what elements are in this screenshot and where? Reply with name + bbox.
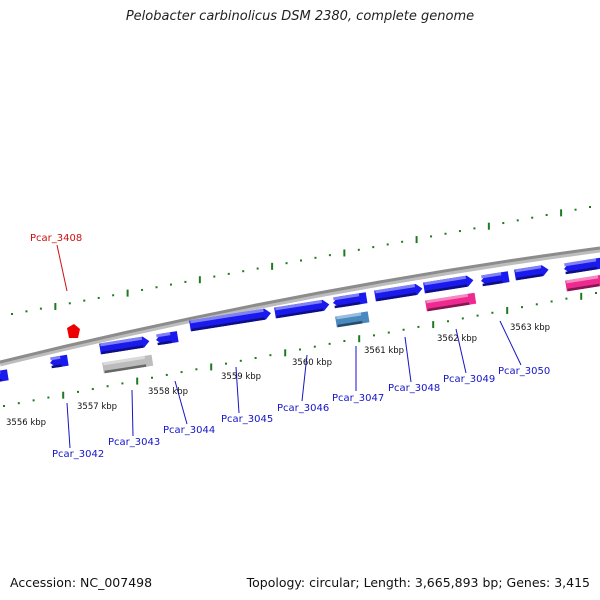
gene-arrow-shadow: [567, 283, 600, 292]
label-leader-line: [174, 380, 188, 425]
gene-arrow-body: [189, 308, 271, 332]
gene-arrow-highlight: [333, 293, 360, 301]
gene-label[interactable]: Pcar_3046: [277, 403, 329, 414]
scale-label: 3563 kbp: [510, 323, 550, 333]
gene-label[interactable]: Pcar_3042: [52, 449, 104, 460]
inner-scale-ticks: [3, 292, 597, 407]
gene-arrow-highlight: [564, 258, 597, 267]
gene-arrow-shadow: [51, 364, 62, 369]
gene-arrow[interactable]: [423, 275, 474, 294]
gene-arrow-highlight: [103, 355, 146, 366]
label-leader-line: [404, 336, 412, 383]
gene-arrow[interactable]: [514, 264, 549, 281]
gene-label[interactable]: Pcar_3047: [332, 393, 384, 404]
gene-arrow-highlight: [424, 275, 467, 286]
gene-arrow-highlight: [336, 312, 362, 320]
gene-arrow[interactable]: [49, 354, 69, 369]
gene-arrow-body: [374, 283, 423, 302]
label-leader-line: [301, 354, 308, 402]
scale-label: 3558 kbp: [148, 387, 188, 397]
gene-arrow-shadow: [104, 364, 147, 374]
gene-label[interactable]: Pcar_3043: [108, 437, 160, 448]
gene-arrow[interactable]: [274, 299, 330, 319]
gene-arrow[interactable]: [374, 283, 423, 302]
gene-label[interactable]: Pcar_3050: [498, 366, 550, 377]
gene-arrow[interactable]: [99, 336, 150, 355]
gene-arrow-highlight: [426, 293, 469, 304]
gene-arrow-shadow: [191, 317, 265, 332]
gene-arrow-shadow: [276, 308, 324, 319]
gene-label[interactable]: Pcar_3045: [221, 414, 273, 425]
map-title: Pelobacter carbinolicus DSM 2380, comple…: [125, 9, 475, 24]
genome-backbone-shadow: [0, 247, 600, 367]
genome-backbone: [0, 246, 600, 364]
label-leader-line: [455, 328, 467, 374]
gene-arrow-body: [423, 275, 474, 294]
gene-arrow-highlight: [375, 284, 416, 294]
gene-arrow-highlight: [566, 275, 599, 284]
gene-arrow-highlight: [190, 308, 264, 324]
gene-arrow-shadow: [516, 273, 543, 281]
gene-arrow[interactable]: [332, 292, 368, 309]
label-leader-line: [56, 244, 68, 292]
gene-arrow[interactable]: [565, 274, 600, 292]
gene-arrow-highlight: [481, 272, 502, 279]
scale-label: 3561 kbp: [364, 346, 404, 356]
gene-arrow-shadow: [427, 302, 470, 312]
gene-arrow[interactable]: [425, 292, 477, 312]
gene-arrow[interactable]: [335, 311, 370, 328]
gene-arrow-highlight: [156, 332, 171, 338]
gene-marker-pcar-3408[interactable]: [67, 324, 80, 338]
scale-label: 3562 kbp: [437, 334, 477, 344]
gene-arrow-shadow: [334, 301, 361, 309]
gene-arrow-highlight: [275, 300, 323, 311]
gene-arrow-shadow: [376, 292, 417, 302]
gene-arrow[interactable]: [189, 308, 272, 332]
gene-arrow-shadow: [337, 320, 363, 328]
gene-arrow-body: [99, 336, 150, 355]
gene-label[interactable]: Pcar_3048: [388, 383, 440, 394]
gene-arrow-body: [274, 299, 330, 319]
label-leader-lines: [56, 244, 522, 449]
gene-features: [0, 257, 600, 383]
gene-arrow-shadow: [482, 280, 503, 287]
scale-label: 3560 kbp: [292, 358, 332, 368]
gene-arrow[interactable]: [480, 271, 510, 287]
gene-label[interactable]: Pcar_3049: [443, 374, 495, 385]
gene-arrow-shadow: [101, 345, 144, 355]
outer-scale-ticks: [11, 206, 591, 315]
gene-arrow[interactable]: [0, 369, 9, 383]
scale-label: 3556 kbp: [6, 418, 46, 428]
scale-label: 3557 kbp: [77, 402, 117, 412]
gene-arrow-shadow: [425, 284, 468, 294]
gene-arrow-shadow: [565, 266, 598, 275]
label-leader-line: [235, 366, 240, 414]
gene-arrow[interactable]: [102, 354, 154, 374]
label-leader-line: [499, 320, 522, 366]
gene-arrow-shadow: [0, 378, 2, 383]
gene-arrow-highlight: [50, 355, 61, 361]
genome-summary-text: Topology: circular; Length: 3,665,893 bp…: [246, 575, 590, 590]
gene-arrow[interactable]: [155, 331, 179, 346]
gene-arrow-highlight: [515, 265, 542, 273]
gene-label[interactable]: Pcar_3408: [30, 233, 82, 244]
gene-label[interactable]: Pcar_3044: [163, 425, 215, 436]
label-leader-line: [66, 402, 71, 449]
accession-text: Accession: NC_007498: [10, 575, 153, 590]
gene-arrow-highlight: [100, 336, 143, 347]
gene-arrow-body: [0, 369, 9, 382]
scale-label: 3559 kbp: [221, 372, 261, 382]
gene-arrow[interactable]: [563, 257, 600, 275]
scale-labels: 3556 kbp 3557 kbp 3558 kbp 3559 kbp 3560 kbp…: [6, 323, 550, 428]
gene-arrow-shadow: [157, 340, 172, 346]
label-leader-line: [131, 389, 134, 437]
